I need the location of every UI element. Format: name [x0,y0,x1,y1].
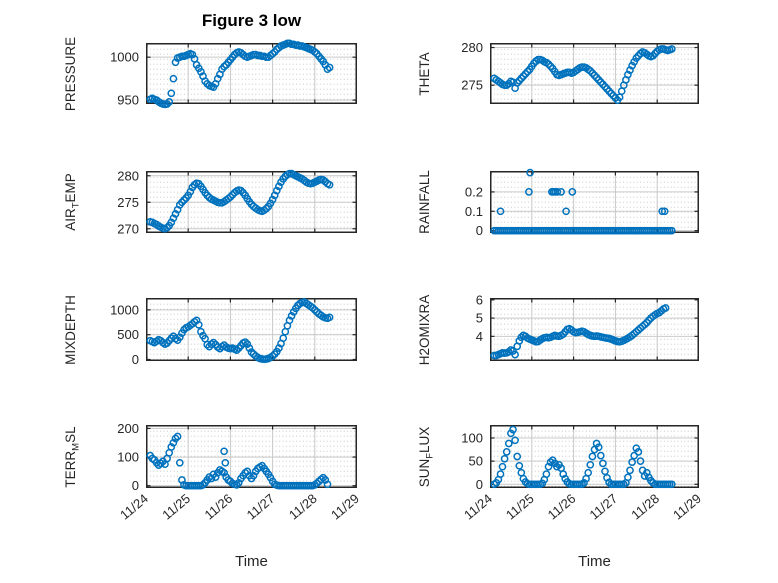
figure-title: Figure 3 low [201,11,302,30]
xlabel-time-right: Time [578,553,611,570]
svg-text:6: 6 [476,292,483,307]
svg-text:11/25: 11/25 [159,491,193,523]
panel-theta: 275 280 [461,40,699,105]
scatter-points [490,45,676,105]
x-tick-labels: 11/24 11/25 11/26 11/27 11/28 11/29 [461,491,704,523]
panel-terr-msl: 0 100 200 11/24 11/25 11/26 11/27 11/28 11/29 [117,421,362,523]
axes-h2omixra: 4 5 6 [476,292,699,361]
svg-text:11/29: 11/29 [328,491,362,523]
ylabel-text: THETA [417,51,432,96]
svg-text:11/28: 11/28 [628,491,662,523]
y-tick-labels: 4 5 6 [476,292,483,344]
ylabel-text: RAINFALL [417,170,432,234]
ylabel-text: SL [63,425,78,443]
panel-h2omixra: 4 5 6 [476,292,699,361]
svg-text:1000: 1000 [110,302,139,317]
scatter-points [146,39,334,109]
ylabel-text: TERR [63,450,78,488]
axes-pressure: 950 1000 [110,39,357,109]
major-grid [490,298,699,361]
y-tick-labels: 0 100 200 [117,421,139,493]
svg-text:0.2: 0.2 [465,184,483,199]
svg-text:0: 0 [132,478,139,493]
panel-air-temp: 270 275 280 [117,168,357,236]
svg-text:100: 100 [461,430,483,445]
svg-text:500: 500 [117,327,139,342]
svg-text:950: 950 [117,93,139,108]
axes-theta: 275 280 [461,40,699,105]
x-tick-labels: 11/24 11/25 11/26 11/27 11/28 11/29 [117,491,362,523]
svg-text:11/28: 11/28 [286,491,320,523]
svg-text:11/27: 11/27 [244,491,278,523]
svg-text:1000: 1000 [110,50,139,65]
scatter-points [146,432,332,490]
axes-rainfall: 0 0.1 0.2 [465,168,699,238]
ylabel-text: AIR [63,208,78,231]
panel-rainfall: 0 0.1 0.2 [465,168,699,238]
svg-text:100: 100 [117,450,139,465]
ylabel-terr-msl: TERRMSL [60,357,82,557]
svg-text:50: 50 [469,454,483,469]
ylabel-text: MIXDEPTH [63,294,78,365]
svg-text:280: 280 [461,40,483,55]
svg-text:0.1: 0.1 [465,204,483,219]
scatter-points [146,298,334,364]
axes-sun-flux: 0 50 100 11/24 11/25 11/26 11/27 11/28 11/29 [461,425,704,523]
ylabel-text: SUN [417,458,432,487]
y-tick-labels: 0 50 100 [461,430,483,491]
svg-text:4: 4 [476,329,483,344]
svg-text:0: 0 [476,477,483,492]
y-tick-labels: 0 500 1000 [110,302,139,367]
axes-box-and-ticks [146,43,357,104]
svg-text:11/26: 11/26 [545,491,579,523]
svg-text:11/25: 11/25 [503,491,537,523]
minor-grid [491,172,698,232]
ylabel-text: LUX [417,426,432,453]
axes-box-and-ticks [490,298,699,361]
ylabel-text: EMP [63,173,78,203]
minor-grid [491,426,698,487]
ylabel-sun-flux: SUNFLUX [414,357,436,557]
axes-mixdepth: 0 500 1000 [110,298,357,367]
axes-terr-msl: 0 100 200 11/24 11/25 11/26 11/27 11/28 11/29 [117,421,362,523]
y-tick-labels: 950 1000 [110,50,139,108]
scatter-points [490,425,676,489]
svg-text:280: 280 [117,168,139,183]
svg-text:11/27: 11/27 [586,491,620,523]
axes-air-temp: 270 275 280 [117,168,357,236]
ylabel-text: T [70,202,82,209]
svg-text:11/26: 11/26 [201,491,235,523]
svg-text:275: 275 [117,195,139,210]
panel-sun-flux: 0 50 100 11/24 11/25 11/26 11/27 11/28 11/29 [461,425,704,523]
axes-box-and-ticks [146,298,357,361]
svg-text:11/24: 11/24 [461,491,495,523]
y-tick-labels: 275 280 [461,40,483,93]
svg-text:11/29: 11/29 [670,491,704,523]
svg-text:270: 270 [117,221,139,236]
svg-text:11/24: 11/24 [117,491,151,523]
svg-text:0: 0 [132,352,139,367]
ylabel-text: M [70,442,82,451]
axes-box-and-ticks [146,171,357,233]
ylabel-text: F [424,452,436,459]
scatter-points [490,168,676,235]
axes-box-and-ticks [490,43,699,104]
svg-text:5: 5 [476,311,483,326]
y-tick-labels: 270 275 280 [117,168,139,236]
xlabel-time-left: Time [235,553,268,570]
svg-text:275: 275 [461,78,483,93]
svg-text:200: 200 [117,421,139,436]
panel-mixdepth: 0 500 1000 [110,298,357,367]
scatter-points [146,169,334,233]
y-tick-labels: 0 0.1 0.2 [465,184,483,238]
ylabel-text: H2OMIXRA [417,294,432,365]
ylabel-text: PRESSURE [63,36,78,111]
svg-text:0: 0 [476,223,483,238]
panel-pressure: 950 1000 [110,39,357,109]
scatter-points [490,304,670,360]
